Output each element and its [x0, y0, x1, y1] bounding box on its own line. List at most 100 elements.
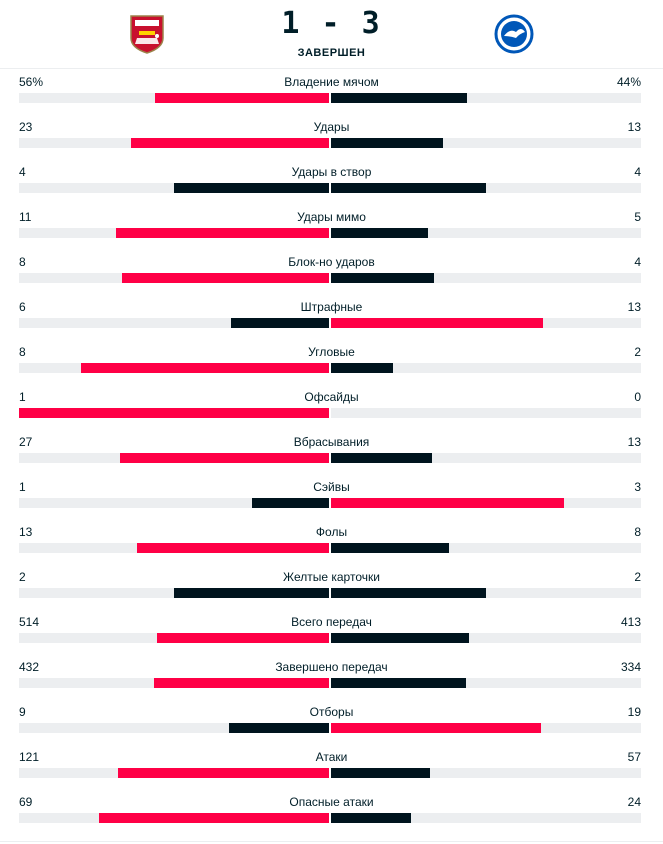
home-stat-value: 9: [19, 705, 26, 719]
home-bar-track: [19, 273, 329, 283]
home-bar-track: [19, 138, 329, 148]
stat-row: 1 Офсайды 0: [0, 385, 663, 430]
away-stat-value: 24: [627, 795, 641, 809]
home-bar-track: [19, 768, 329, 778]
home-stat-value: 2: [19, 570, 26, 584]
away-bar-track: [331, 318, 641, 328]
away-bar-fill: [331, 723, 542, 733]
home-bar-fill: [174, 183, 329, 193]
stat-label: Атаки: [315, 750, 348, 764]
home-stat-value: 6: [19, 300, 26, 314]
away-bar-track: [331, 138, 641, 148]
stat-label: Всего передач: [291, 615, 372, 629]
arsenal-crest-icon[interactable]: [127, 14, 167, 54]
stat-row: 432 Завершено передач 334: [0, 655, 663, 700]
away-stat-value: 57: [627, 750, 641, 764]
away-bar-track: [331, 183, 641, 193]
away-stat-value: 13: [627, 120, 641, 134]
home-bar-fill: [137, 543, 329, 553]
away-bar-fill: [331, 93, 468, 103]
home-bar-track: [19, 363, 329, 373]
away-bar-track: [331, 498, 641, 508]
away-stat-value: 5: [634, 210, 641, 224]
stat-label: Угловые: [308, 345, 355, 359]
away-bar-fill: [331, 768, 431, 778]
stat-label: Отборы: [309, 705, 354, 719]
stat-label: Штрафные: [300, 300, 363, 314]
home-bar-fill: [119, 453, 329, 463]
home-bar-track: [19, 93, 329, 103]
away-bar-track: [331, 813, 641, 823]
match-header: 1 - 3 ЗАВЕРШЕН: [0, 0, 663, 69]
home-stat-value: 27: [19, 435, 33, 449]
stat-row: 56% Владение мячом 44%: [0, 70, 663, 115]
match-statistics: 56% Владение мячом 44% 23 Удары 13 4 Удары в ст…: [0, 70, 663, 835]
home-stat-value: 8: [19, 345, 26, 359]
home-stat-value: 1: [19, 480, 26, 494]
away-stat-value: 0: [634, 390, 641, 404]
away-stat-value: 8: [634, 525, 641, 539]
away-bar-fill: [331, 498, 564, 508]
home-bar-fill: [19, 408, 329, 418]
stat-row: 27 Вбрасывания 13: [0, 430, 663, 475]
stat-label: Вбрасывания: [293, 435, 370, 449]
stat-row: 69 Опасные атаки 24: [0, 790, 663, 835]
stat-label: Завершено передач: [275, 660, 388, 674]
home-stat-value: 69: [19, 795, 33, 809]
away-bar-track: [331, 408, 641, 418]
home-stat-value: 23: [19, 120, 33, 134]
away-stat-value: 2: [634, 345, 641, 359]
brighton-crest-icon[interactable]: [494, 14, 534, 54]
stat-label: Желтые карточки: [283, 570, 380, 584]
home-bar-fill: [115, 228, 329, 238]
away-stat-value: 13: [627, 435, 641, 449]
stat-label: Офсайды: [304, 390, 359, 404]
stat-label: Фолы: [315, 525, 348, 539]
stat-row: 6 Штрафные 13: [0, 295, 663, 340]
home-bar-fill: [122, 273, 329, 283]
home-bar-track: [19, 543, 329, 553]
away-stat-value: 334: [620, 660, 641, 674]
stat-row: 121 Атаки 57: [0, 745, 663, 790]
away-bar-fill: [331, 138, 443, 148]
home-bar-fill: [174, 588, 329, 598]
stat-label: Сэйвы: [313, 480, 350, 494]
stat-row: 23 Удары 13: [0, 115, 663, 160]
stat-row: 4 Удары в створ 4: [0, 160, 663, 205]
away-bar-fill: [331, 318, 544, 328]
stat-label: Опасные атаки: [289, 795, 374, 809]
home-bar-track: [19, 183, 329, 193]
home-bar-track: [19, 813, 329, 823]
stat-row: 514 Всего передач 413: [0, 610, 663, 655]
away-stat-value: 413: [620, 615, 641, 629]
home-stat-value: 56%: [19, 75, 44, 89]
divider: [0, 841, 663, 842]
home-bar-track: [19, 228, 329, 238]
away-bar-track: [331, 588, 641, 598]
away-bar-track: [331, 633, 641, 643]
home-bar-track: [19, 723, 329, 733]
home-bar-track: [19, 588, 329, 598]
stat-label: Удары мимо: [297, 210, 366, 224]
home-stat-value: 121: [19, 750, 40, 764]
home-bar-track: [19, 498, 329, 508]
stat-row: 2 Желтые карточки 2: [0, 565, 663, 610]
away-bar-fill: [331, 183, 486, 193]
stat-row: 1 Сэйвы 3: [0, 475, 663, 520]
away-bar-track: [331, 93, 641, 103]
home-bar-fill: [231, 318, 329, 328]
home-stat-value: 1: [19, 390, 26, 404]
stat-row: 8 Блок-но ударов 4: [0, 250, 663, 295]
away-stat-value: 13: [627, 300, 641, 314]
stat-label: Блок-но ударов: [288, 255, 375, 269]
away-stat-value: 3: [634, 480, 641, 494]
away-bar-fill: [331, 273, 435, 283]
stat-row: 11 Удары мимо 5: [0, 205, 663, 250]
match-score: 1 - 3: [281, 6, 382, 41]
stat-row: 8 Угловые 2: [0, 340, 663, 385]
stat-label: Удары в створ: [291, 165, 372, 179]
stat-row: 9 Отборы 19: [0, 700, 663, 745]
home-stat-value: 514: [19, 615, 40, 629]
away-bar-track: [331, 543, 641, 553]
away-bar-fill: [331, 543, 450, 553]
